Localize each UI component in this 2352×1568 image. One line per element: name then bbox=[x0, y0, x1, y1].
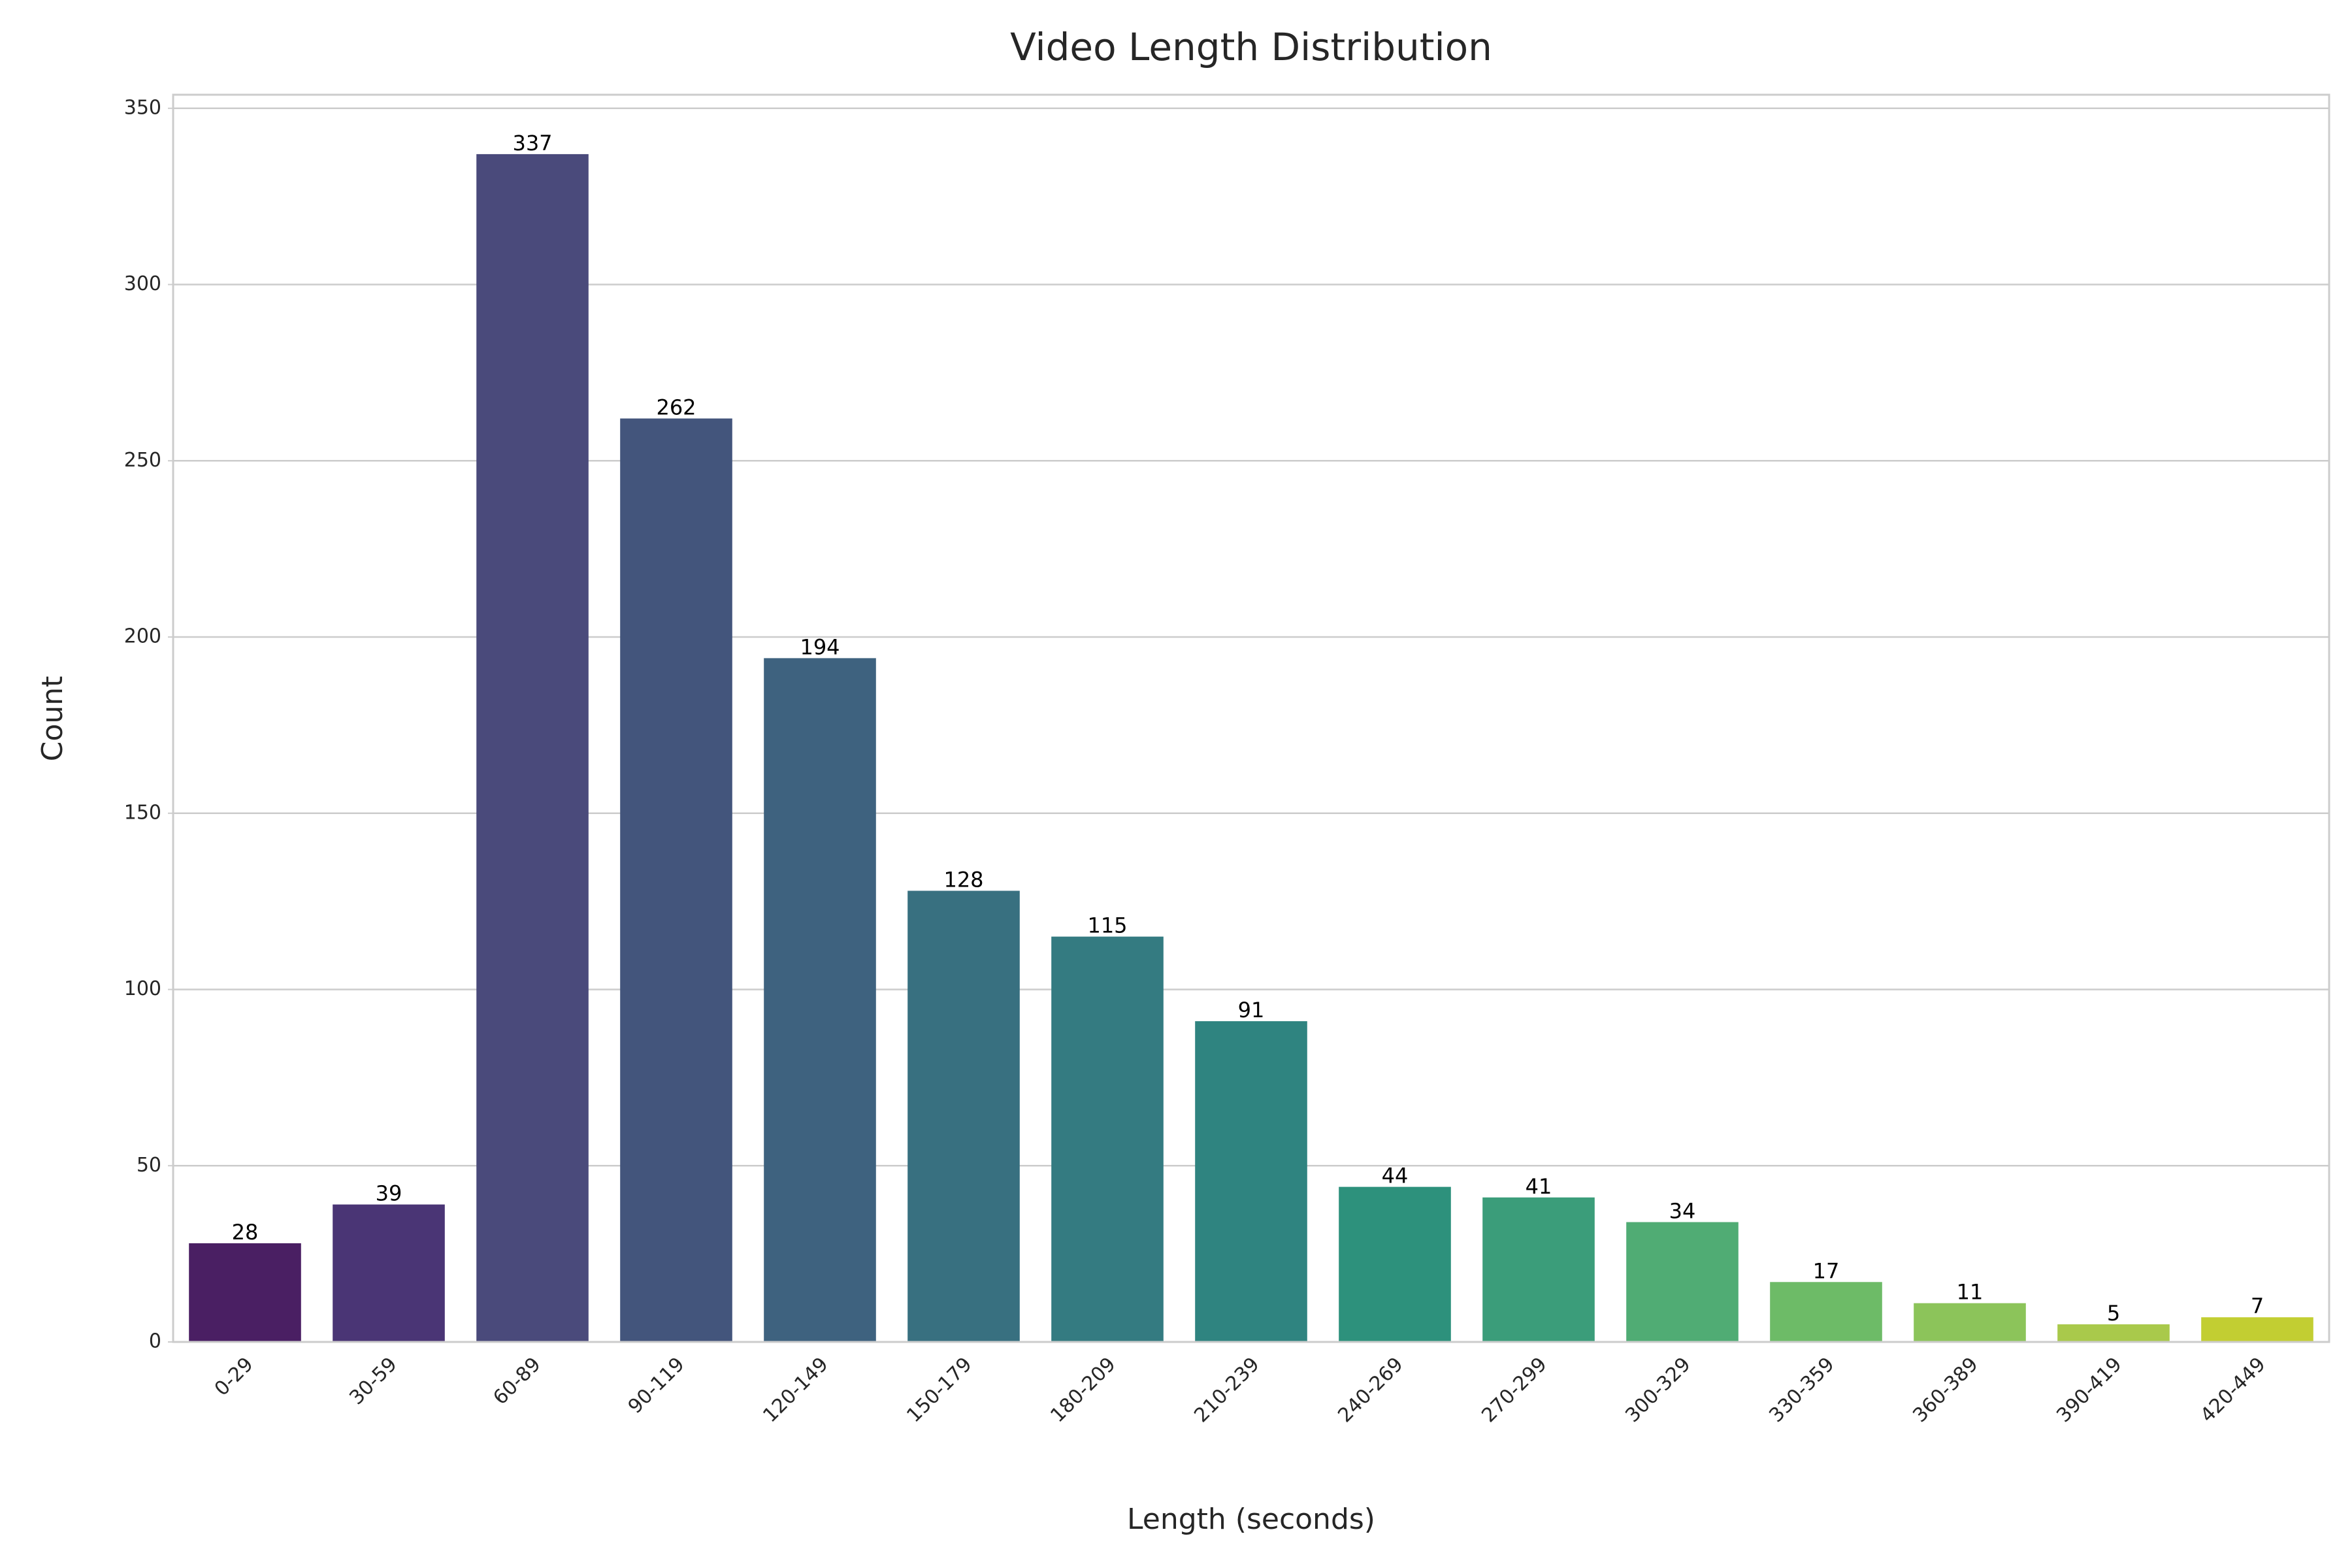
bar bbox=[907, 890, 1020, 1342]
value-label: 194 bbox=[800, 634, 840, 659]
x-tick-label: 360-389 bbox=[1908, 1353, 1982, 1427]
bar bbox=[1051, 936, 1164, 1342]
x-tick-label: 0-29 bbox=[210, 1353, 258, 1401]
x-tick-label: 210-239 bbox=[1190, 1353, 1264, 1427]
x-axis-label: Length (seconds) bbox=[1127, 1503, 1375, 1536]
bar bbox=[1626, 1222, 1739, 1342]
value-label: 115 bbox=[1087, 913, 1127, 938]
bar bbox=[1195, 1021, 1307, 1342]
value-label: 262 bbox=[656, 395, 696, 420]
value-label: 11 bbox=[1957, 1280, 1984, 1305]
x-tick-label: 390-419 bbox=[2052, 1353, 2126, 1427]
plot-frame bbox=[172, 93, 2330, 1343]
value-label: 28 bbox=[232, 1220, 259, 1245]
bar bbox=[1482, 1197, 1595, 1342]
chart-title: Video Length Distribution bbox=[1010, 25, 1492, 69]
x-tick-label: 330-359 bbox=[1765, 1353, 1838, 1427]
value-label: 41 bbox=[1526, 1174, 1552, 1199]
y-tick-label: 200 bbox=[124, 625, 161, 648]
value-label: 7 bbox=[2251, 1294, 2264, 1318]
x-tick-label: 240-269 bbox=[1333, 1353, 1407, 1427]
value-label: 39 bbox=[376, 1181, 402, 1206]
y-tick-label: 300 bbox=[124, 272, 161, 295]
x-tick-label: 300-329 bbox=[1621, 1353, 1695, 1427]
value-label: 91 bbox=[1238, 998, 1265, 1022]
value-label: 34 bbox=[1669, 1199, 1696, 1224]
x-tick-label: 270-299 bbox=[1477, 1353, 1551, 1427]
x-tick-label: 90-119 bbox=[624, 1353, 689, 1418]
y-tick-label: 350 bbox=[124, 96, 161, 119]
bar bbox=[189, 1243, 301, 1342]
x-tick-label: 180-209 bbox=[1046, 1353, 1120, 1427]
value-label: 5 bbox=[2107, 1301, 2120, 1326]
y-tick-label: 150 bbox=[124, 801, 161, 824]
bar bbox=[1770, 1282, 1882, 1342]
y-tick-label: 100 bbox=[124, 977, 161, 1000]
x-tick-label: 60-89 bbox=[489, 1353, 545, 1409]
bar bbox=[1339, 1186, 1451, 1342]
value-label: 44 bbox=[1382, 1164, 1409, 1188]
x-tick-label: 420-449 bbox=[2196, 1353, 2270, 1427]
x-tick-label: 120-149 bbox=[759, 1353, 832, 1427]
value-label: 337 bbox=[512, 131, 552, 155]
value-label: 17 bbox=[1813, 1258, 1840, 1283]
bar bbox=[2201, 1317, 2313, 1342]
y-axis-label: Count bbox=[36, 676, 69, 762]
bar bbox=[476, 154, 589, 1342]
bar bbox=[620, 418, 732, 1342]
y-tick-label: 50 bbox=[137, 1154, 161, 1177]
bar bbox=[1914, 1303, 2026, 1342]
y-tick-label: 0 bbox=[149, 1330, 161, 1353]
bar bbox=[333, 1204, 445, 1342]
value-label: 128 bbox=[943, 867, 983, 892]
y-tick-label: 250 bbox=[124, 449, 161, 472]
x-tick-label: 150-179 bbox=[902, 1353, 976, 1427]
bar bbox=[2057, 1324, 2170, 1342]
x-tick-label: 30-59 bbox=[345, 1353, 401, 1409]
bar bbox=[764, 658, 876, 1342]
